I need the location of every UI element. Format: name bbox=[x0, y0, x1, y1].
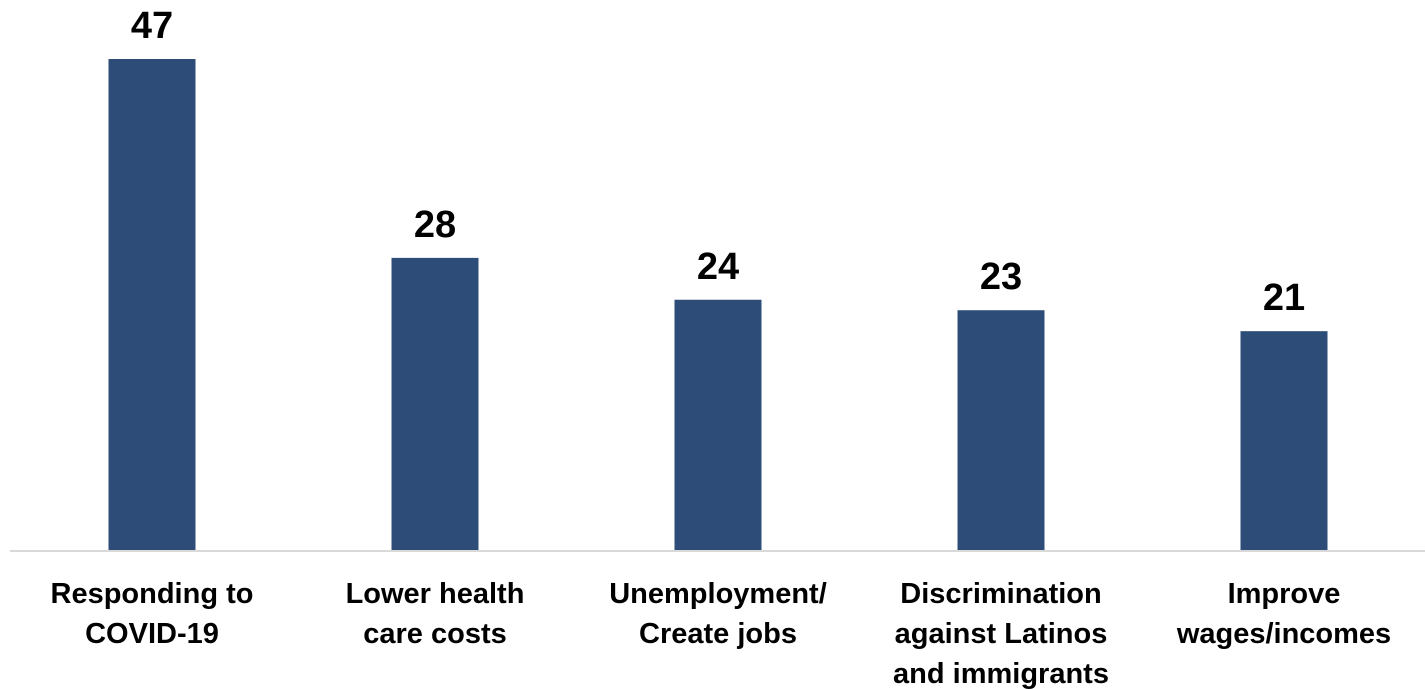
bar-2 bbox=[391, 257, 479, 551]
bar-3 bbox=[674, 299, 762, 551]
bar-4 bbox=[957, 310, 1045, 551]
value-label-3: 24 bbox=[697, 246, 739, 288]
value-label-4: 23 bbox=[980, 256, 1022, 298]
category-label-line: Unemployment/ bbox=[609, 578, 827, 610]
category-label-line: Lower health bbox=[346, 578, 525, 610]
bar-5 bbox=[1240, 331, 1328, 551]
value-label-5: 21 bbox=[1263, 277, 1305, 319]
category-label-line: Create jobs bbox=[639, 618, 797, 650]
category-label-line: against Latinos bbox=[895, 618, 1108, 650]
category-label-3: Unemployment/Create jobs bbox=[609, 578, 827, 650]
category-label-line: wages/incomes bbox=[1176, 618, 1391, 650]
value-labels-group: 47 28 24 23 21 bbox=[131, 5, 1305, 319]
category-label-5: Improve wages/incomes bbox=[1176, 578, 1391, 650]
value-label-2: 28 bbox=[414, 204, 456, 246]
category-label-line: Improve bbox=[1228, 578, 1341, 610]
category-label-line: Responding to bbox=[51, 578, 254, 610]
value-label-1: 47 bbox=[131, 5, 173, 47]
category-label-line: COVID-19 bbox=[85, 618, 219, 650]
bar-1 bbox=[108, 59, 196, 551]
category-label-1: Responding to COVID-19 bbox=[51, 578, 254, 650]
category-labels-group: Responding to COVID-19 Lower health care co… bbox=[51, 578, 1392, 689]
category-label-4: Discrimination against Latinos and immigra… bbox=[893, 578, 1109, 689]
category-label-line: and immigrants bbox=[893, 658, 1109, 689]
bars-group bbox=[108, 59, 1328, 551]
category-label-2: Lower health care costs bbox=[346, 578, 525, 650]
category-label-line: Discrimination bbox=[900, 578, 1101, 610]
category-label-line: care costs bbox=[363, 618, 507, 650]
